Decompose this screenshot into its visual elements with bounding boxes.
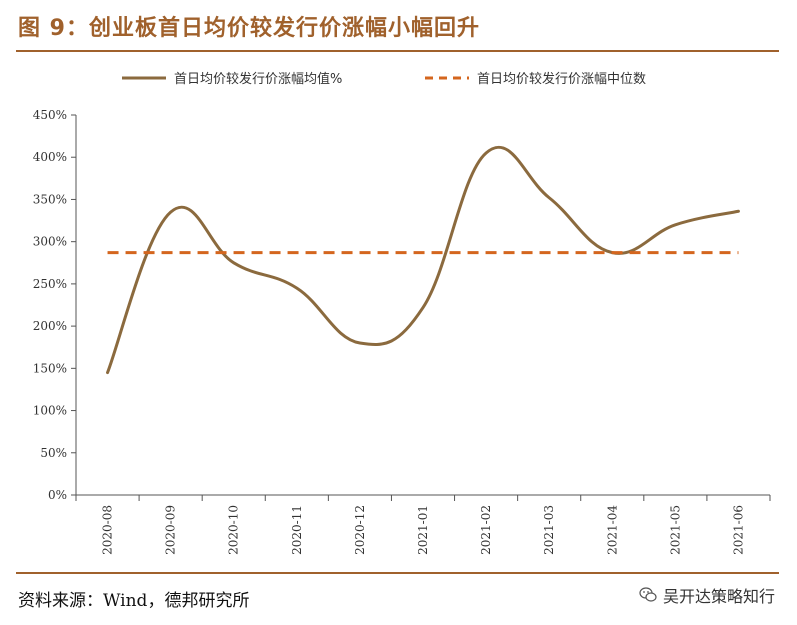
x-tick-label: 2020-12 xyxy=(353,505,367,555)
y-tick-label: 250% xyxy=(33,277,67,291)
y-axis: 0% 50% 100% 150% 200% 250% 300% 350% 400% 450% xyxy=(33,108,77,502)
footer-divider xyxy=(16,572,779,574)
watermark-text: 吴开达策略知行 xyxy=(662,587,775,606)
chart-legend: 首日均价较发行价涨幅均值% 首日均价较发行价涨幅中位数 xyxy=(122,71,646,87)
x-tick-label: 2021-03 xyxy=(542,505,556,555)
y-tick-label: 50% xyxy=(40,446,67,460)
y-tick-label: 350% xyxy=(33,192,67,206)
y-tick-label: 150% xyxy=(33,361,67,375)
wechat-icon xyxy=(639,587,657,602)
watermark: 吴开达策略知行 xyxy=(639,583,775,607)
x-tick-label: 2020-09 xyxy=(164,505,178,555)
title-divider xyxy=(16,50,779,52)
source-note: 资料来源：Wind，德邦研究所 xyxy=(18,591,250,611)
plot-area xyxy=(106,145,740,375)
y-tick-label: 450% xyxy=(33,108,67,122)
x-tick-label: 2021-06 xyxy=(731,505,745,555)
series-mean-line xyxy=(106,145,740,375)
legend-label: 首日均价较发行价涨幅中位数 xyxy=(477,71,646,87)
x-tick-label: 2020-10 xyxy=(227,505,241,555)
x-tick-label: 2021-02 xyxy=(479,505,493,555)
y-tick-label: 100% xyxy=(33,404,67,418)
y-tick-label: 0% xyxy=(48,488,67,502)
x-tick-label: 2020-11 xyxy=(290,505,304,555)
figure-title: 图 9：创业板首日均价较发行价涨幅小幅回升 xyxy=(18,16,480,41)
y-tick-label: 200% xyxy=(33,319,67,333)
legend-label: 首日均价较发行价涨幅均值% xyxy=(174,71,342,87)
line-chart: 首日均价较发行价涨幅均值% 首日均价较发行价涨幅中位数 0% 50% 100% 150%… xyxy=(33,71,771,555)
y-tick-label: 400% xyxy=(33,150,67,164)
x-tick-label: 2021-05 xyxy=(668,505,682,555)
x-tick-label: 2021-04 xyxy=(605,505,619,555)
x-axis: 2020-08 2020-09 2020-10 2020-11 2020-12 2021-… xyxy=(75,494,771,555)
x-tick-label: 2020-08 xyxy=(101,505,115,555)
y-tick-label: 300% xyxy=(33,235,67,249)
x-tick-label: 2021-01 xyxy=(416,505,430,555)
